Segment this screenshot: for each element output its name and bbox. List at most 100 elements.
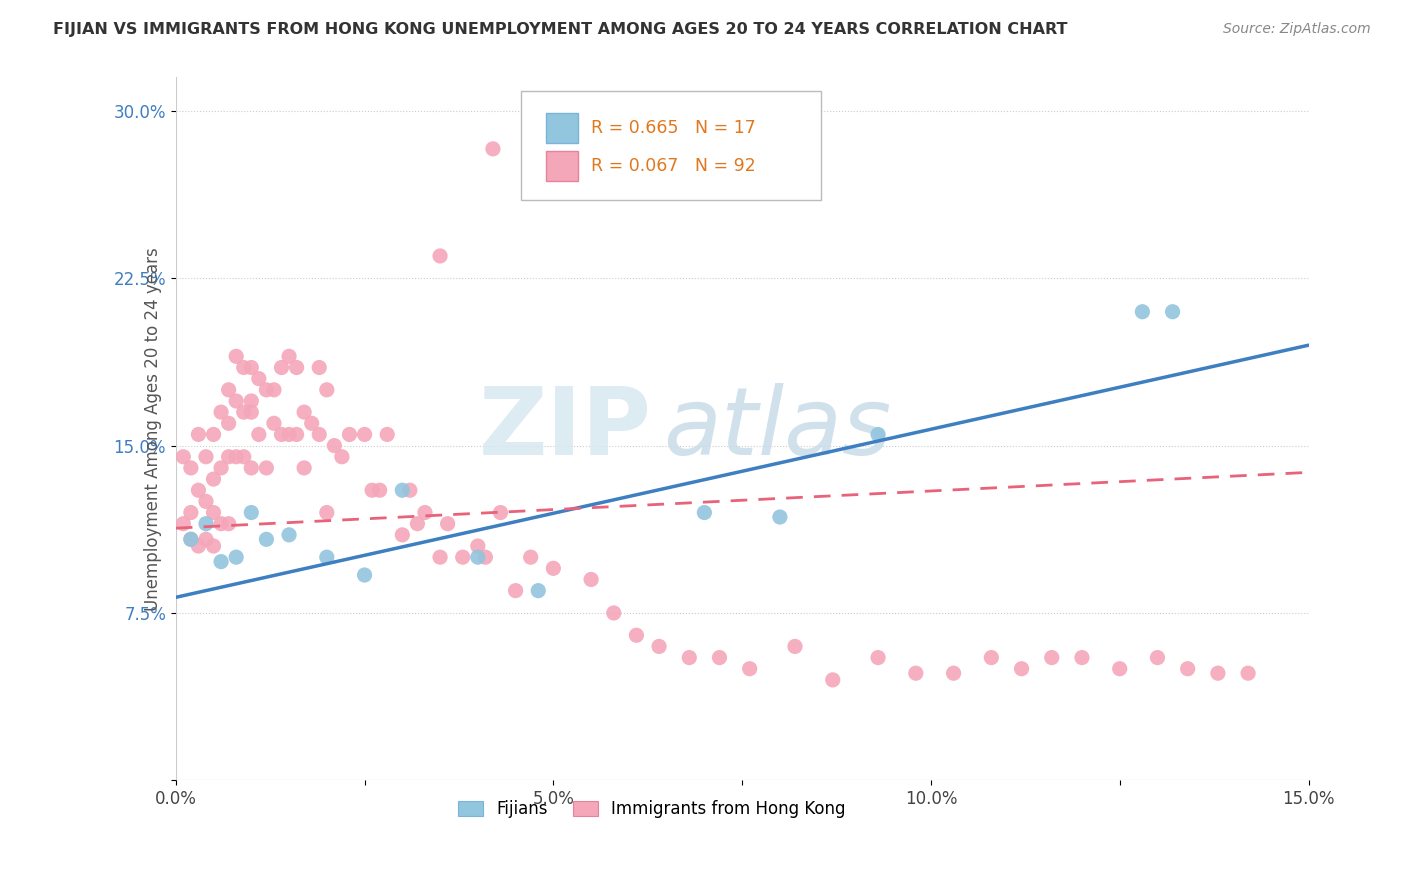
Point [285, 360, 308, 375]
Point [1071, 650, 1094, 665]
Point [391, 483, 413, 498]
Point [225, 349, 247, 363]
Point [315, 506, 337, 520]
Text: R = 0.067   N = 92: R = 0.067 N = 92 [592, 157, 756, 175]
Text: R = 0.665   N = 17: R = 0.665 N = 17 [592, 119, 756, 137]
Point [225, 394, 247, 409]
Point [240, 394, 263, 409]
Point [467, 539, 489, 553]
Point [1177, 662, 1199, 676]
Point [187, 539, 209, 553]
Point [308, 360, 330, 375]
Point [783, 640, 806, 654]
Point [240, 405, 263, 419]
Point [225, 450, 247, 464]
Point [543, 561, 565, 575]
Point [1108, 662, 1130, 676]
Point [626, 628, 648, 642]
Point [527, 583, 550, 598]
Point [519, 550, 541, 565]
Point [301, 417, 323, 431]
Point [769, 510, 792, 524]
Point [868, 427, 890, 442]
Point [254, 533, 277, 547]
Text: FIJIAN VS IMMIGRANTS FROM HONG KONG UNEMPLOYMENT AMONG AGES 20 TO 24 YEARS CORRE: FIJIAN VS IMMIGRANTS FROM HONG KONG UNEM… [53, 22, 1069, 37]
Point [278, 349, 301, 363]
Point [240, 360, 263, 375]
Point [194, 516, 217, 531]
FancyBboxPatch shape [522, 92, 821, 201]
Point [429, 550, 451, 565]
Text: atlas: atlas [662, 384, 891, 475]
Point [202, 539, 225, 553]
Point [187, 483, 209, 498]
Point [467, 550, 489, 565]
FancyBboxPatch shape [546, 152, 578, 181]
Point [1206, 666, 1229, 681]
Point [278, 528, 301, 542]
Point [1040, 650, 1063, 665]
Point [194, 494, 217, 508]
Point [292, 461, 315, 475]
Point [323, 439, 346, 453]
Point [391, 528, 413, 542]
Point [172, 516, 194, 531]
Point [263, 417, 285, 431]
Point [209, 461, 232, 475]
Point [1161, 304, 1184, 318]
Point [413, 506, 436, 520]
Point [232, 405, 254, 419]
Point [292, 405, 315, 419]
Point [693, 506, 716, 520]
Point [942, 666, 965, 681]
Point [482, 142, 505, 156]
Point [1146, 650, 1168, 665]
Point [1011, 662, 1033, 676]
Point [406, 516, 429, 531]
Point [187, 427, 209, 442]
Point [218, 417, 240, 431]
Point [315, 383, 337, 397]
Point [209, 555, 232, 569]
Point [399, 483, 422, 498]
Y-axis label: Unemployment Among Ages 20 to 24 years: Unemployment Among Ages 20 to 24 years [143, 247, 162, 611]
Point [180, 533, 202, 547]
Point [678, 650, 700, 665]
Point [247, 427, 270, 442]
FancyBboxPatch shape [546, 113, 578, 143]
Point [1130, 304, 1153, 318]
Point [202, 506, 225, 520]
Point [821, 673, 844, 687]
Point [474, 550, 496, 565]
Point [202, 427, 225, 442]
Point [254, 461, 277, 475]
Point [194, 450, 217, 464]
Point [361, 483, 384, 498]
Point [278, 427, 301, 442]
Point [218, 450, 240, 464]
Point [225, 550, 247, 565]
Point [218, 516, 240, 531]
Point [980, 650, 1002, 665]
Point [353, 568, 375, 582]
Point [436, 516, 458, 531]
Point [263, 383, 285, 397]
Point [451, 550, 474, 565]
Point [308, 427, 330, 442]
Point [868, 650, 890, 665]
Point [904, 666, 927, 681]
Point [172, 450, 194, 464]
Point [603, 606, 626, 620]
Point [240, 461, 263, 475]
Point [330, 450, 353, 464]
Legend: Fijians, Immigrants from Hong Kong: Fijians, Immigrants from Hong Kong [451, 793, 852, 825]
Point [232, 450, 254, 464]
Point [209, 516, 232, 531]
Point [180, 533, 202, 547]
Point [709, 650, 731, 665]
Point [180, 461, 202, 475]
Point [247, 372, 270, 386]
Point [209, 405, 232, 419]
Point [1237, 666, 1260, 681]
Point [202, 472, 225, 486]
